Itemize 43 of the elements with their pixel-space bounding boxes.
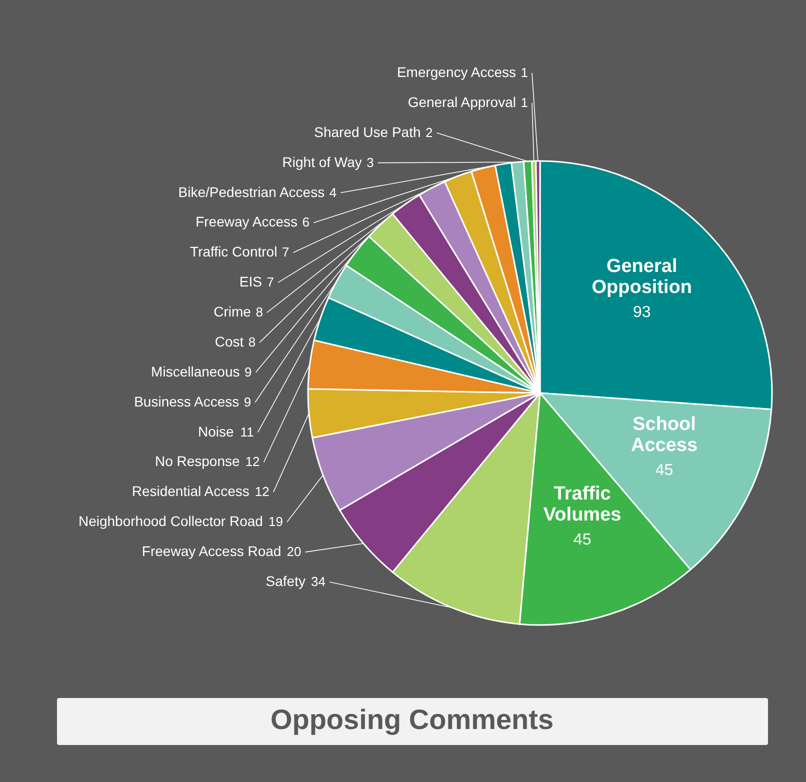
slice-label: General Opposition [592,256,692,298]
slice-label: Traffic Volumes [543,484,622,526]
slice-label: Noise [198,423,234,440]
text: Opposing Comments [270,704,554,735]
data-label: 45 [573,532,592,549]
data-label: 9 [244,364,252,380]
slice-label: Freeway Access [196,214,298,230]
slice-label: EIS [239,274,262,290]
data-label: 3 [366,154,374,170]
data-label: 45 [655,462,674,479]
slice-label: Right of Way [282,154,362,170]
slice-label: Emergency Access [396,64,516,80]
slice-label: Bike/Pedestrian Access [178,184,325,200]
slice-label: Business Access [134,393,240,410]
slice-label: Residential Access [132,483,250,500]
data-label: 1 [520,65,528,80]
data-label: 8 [256,304,263,320]
slice-label: Shared Use Path [314,124,421,140]
slice-label: Safety [266,573,306,589]
data-label: 9 [244,394,252,410]
data-label: 6 [302,214,310,230]
slice-label: Cost [214,333,244,350]
data-label: 2 [426,124,433,140]
data-label: 8 [248,334,256,350]
slice-label: General Approval [408,94,516,110]
slice-label: No Response [154,453,240,470]
data-label: 7 [266,274,274,290]
data-label: 11 [240,424,254,440]
data-label: 20 [286,544,302,560]
slice-label: School Access [630,414,698,456]
data-label: 34 [311,574,326,589]
data-label: 7 [282,244,290,260]
slice-label: Freeway Access Road [142,543,282,560]
data-label: 1 [520,94,528,110]
slice-label: Neighborhood Collector Road [78,513,263,530]
data-label: 12 [254,484,270,500]
data-label: 19 [268,514,283,530]
data-label: 93 [632,304,651,322]
slice-label: Miscellaneous [151,363,240,380]
data-label: 4 [329,184,337,200]
slice-label: Traffic Control [190,244,278,260]
slice-label: Crime [214,304,252,320]
data-label: 12 [245,454,260,470]
